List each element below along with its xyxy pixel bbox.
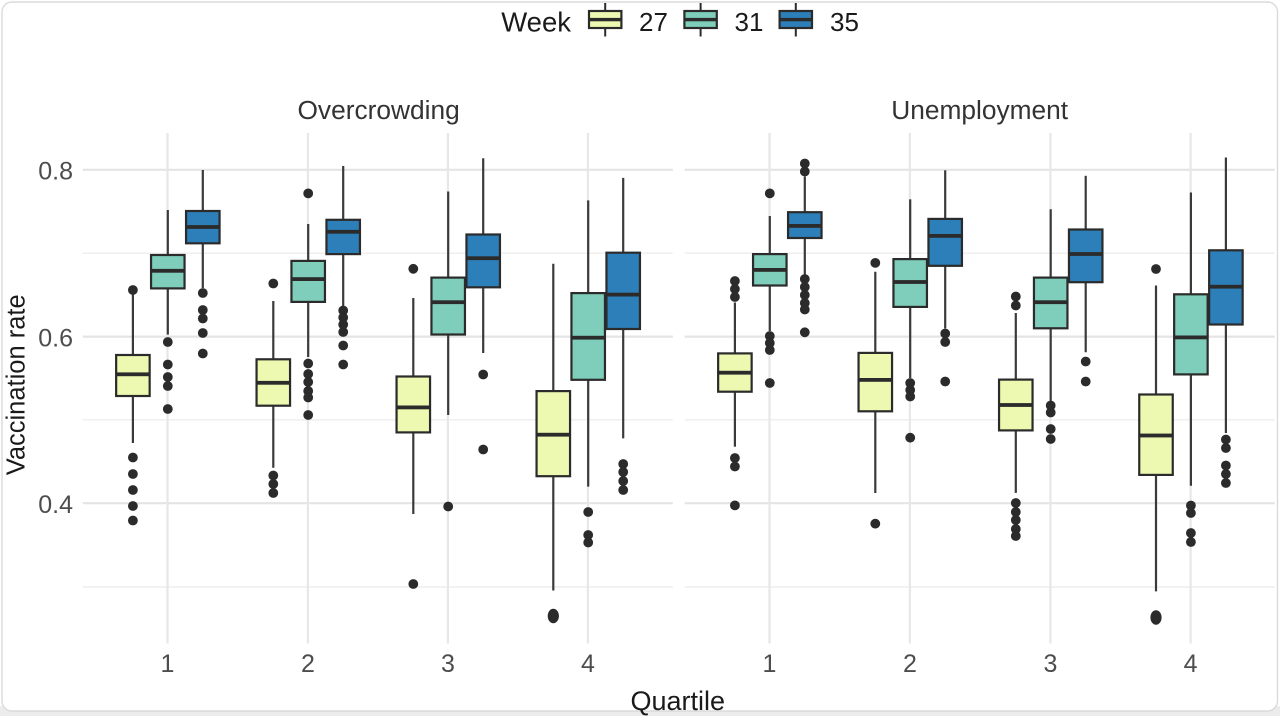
svg-text:Vaccination rate: Vaccination rate [3, 294, 31, 475]
svg-text:Unemployment: Unemployment [891, 95, 1069, 125]
svg-text:3: 3 [441, 650, 455, 678]
svg-text:2: 2 [301, 650, 315, 678]
svg-text:1: 1 [161, 650, 175, 678]
svg-text:31: 31 [735, 7, 764, 37]
svg-text:Week: Week [501, 7, 571, 38]
svg-text:Overcrowding: Overcrowding [297, 95, 459, 125]
svg-text:4: 4 [581, 650, 595, 678]
svg-text:27: 27 [639, 7, 668, 37]
svg-text:0.4: 0.4 [38, 491, 73, 519]
svg-text:4: 4 [1184, 650, 1198, 678]
svg-text:0.8: 0.8 [38, 158, 73, 186]
svg-text:0.6: 0.6 [38, 324, 73, 352]
svg-text:Quartile: Quartile [631, 686, 726, 716]
svg-text:1: 1 [763, 650, 777, 678]
svg-text:3: 3 [1043, 650, 1057, 678]
svg-text:2: 2 [903, 650, 917, 678]
svg-text:35: 35 [830, 7, 859, 37]
